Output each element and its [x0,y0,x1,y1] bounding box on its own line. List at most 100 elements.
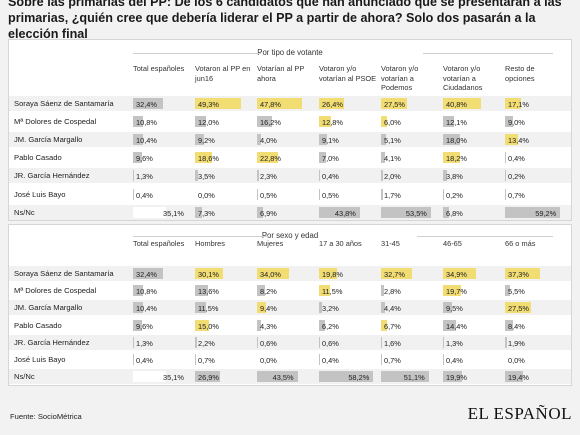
value-cell: 0,0% [195,189,253,200]
value-bar [443,170,447,182]
value-label: 6,8% [446,208,463,218]
value-cell: 1,9% [505,336,563,348]
value-bar [133,302,143,314]
value-bar [381,371,429,383]
value-bar [133,268,164,279]
value-cell: 14,4% [443,319,501,331]
column-header: Votarían al PP ahora [257,64,305,83]
table-row: Ns/Nc 35,1% 26,9% 43,5% 58,2% 51,1% 19,9% 19,4% [9,369,571,385]
row-label: Pablo Casado [14,320,62,330]
value-cell: 0,0% [505,354,563,365]
table-row: Soraya Sáenz de Santamaría 32,4% 49,3% 47,8… [9,96,571,111]
value-label: 17,1% [508,100,529,109]
value-bar [195,354,196,365]
value-label: 2,0% [384,172,401,182]
value-label: 6,0% [384,118,401,128]
value-label: 2,8% [384,287,401,297]
panel-voter-type: Por tipo de votante Soraya Sáenz de Sant… [8,39,572,221]
value-bar [195,371,221,383]
value-bar [381,268,412,279]
value-label: 6,9% [260,208,277,218]
value-label: 30,1% [198,270,219,279]
value-bar [381,170,383,182]
value-bar [257,371,298,383]
column-header: 66 o más [505,239,536,248]
value-cell: 19,4% [505,371,563,383]
value-cell: 1,3% [133,170,191,182]
value-bar [319,319,325,331]
value-cell: 0,6% [319,336,377,348]
value-cell: 16,2% [257,116,315,128]
value-label: 18,0% [446,136,467,146]
value-label: 15,0% [198,321,219,331]
value-cell: 12,1% [443,116,501,128]
column-header: Total españoles [133,239,185,248]
value-label: 35,1% [163,373,184,383]
value-label: 19,9% [446,373,467,383]
value-bar [505,206,561,218]
value-label: 11,5% [198,304,219,314]
value-cell: 30,1% [195,268,253,279]
value-bar [443,268,476,279]
value-bar [257,336,258,348]
value-label: 10,8% [136,118,157,128]
value-bar [195,268,224,279]
table-row: JM. García Margallo 10,4% 9,2% 4,0% 9,1% 5,1%… [9,132,571,148]
value-cell: 6,2% [319,319,377,331]
value-cell: 19,9% [443,371,501,383]
value-bar [133,116,144,128]
value-label: 4,1% [384,154,401,164]
value-bar [319,336,320,348]
table-row: Ns/Nc 35,1% 7,3% 6,9% 43,8% 53,5% 6,8% 59,2% [9,204,571,220]
value-cell: 15,0% [195,319,253,331]
value-cell: 11,5% [319,285,377,297]
value-cell: 0,2% [505,170,563,182]
value-cell: 22,8% [257,152,315,164]
value-bar [257,206,264,218]
section-title-sex-age: Por sexo y edad [9,231,571,240]
value-cell: 0,4% [443,354,501,365]
value-cell: 6,7% [381,319,439,331]
value-bar [133,206,166,218]
value-bar [195,116,207,128]
column-header: Resto de opciones [505,64,535,83]
row-label: José Luis Bayo [14,355,66,364]
value-bar [133,152,142,164]
value-bar [133,285,144,297]
value-label: 12,1% [446,118,467,128]
value-label: 19,7% [446,287,467,297]
value-bar [195,302,206,314]
value-cell: 2,0% [381,170,439,182]
table-row: JR. García Hernández 1,3% 3,5% 2,3% 0,4% 2,0%… [9,168,571,184]
row-label: JM. García Margallo [14,135,83,145]
value-label: 27,5% [384,100,405,109]
column-header: Votaron y/o votarían a Podemos [381,64,419,93]
value-label: 40,8% [446,100,467,109]
value-bar [505,134,518,146]
value-cell: 4,3% [257,319,315,331]
value-label: 0,7% [198,356,215,365]
value-bar [505,319,513,331]
value-label: 4,3% [260,321,277,331]
value-label: 1,7% [384,190,401,200]
value-bar [257,302,266,314]
value-label: 0,6% [322,338,339,348]
value-bar [381,285,384,297]
row-label: JM. García Margallo [14,303,83,313]
value-cell: 1,3% [133,336,191,348]
value-bar [443,302,452,314]
panel-sex-age: Por sexo y edad Soraya Sáenz de Santamar… [8,224,572,386]
value-bar [195,152,213,164]
value-label: 4,0% [260,136,277,146]
value-label: 37,3% [508,270,529,279]
value-label: 6,2% [322,321,339,331]
value-cell: 6,0% [381,116,439,128]
value-label: 9,5% [446,304,463,314]
value-bar [381,116,387,128]
value-label: 0,4% [446,356,463,365]
value-bar [381,336,383,348]
value-label: 18,2% [446,154,467,164]
value-bar [505,336,507,348]
value-bar [443,336,445,348]
section-title-voter-type: Por tipo de votante [9,48,571,57]
